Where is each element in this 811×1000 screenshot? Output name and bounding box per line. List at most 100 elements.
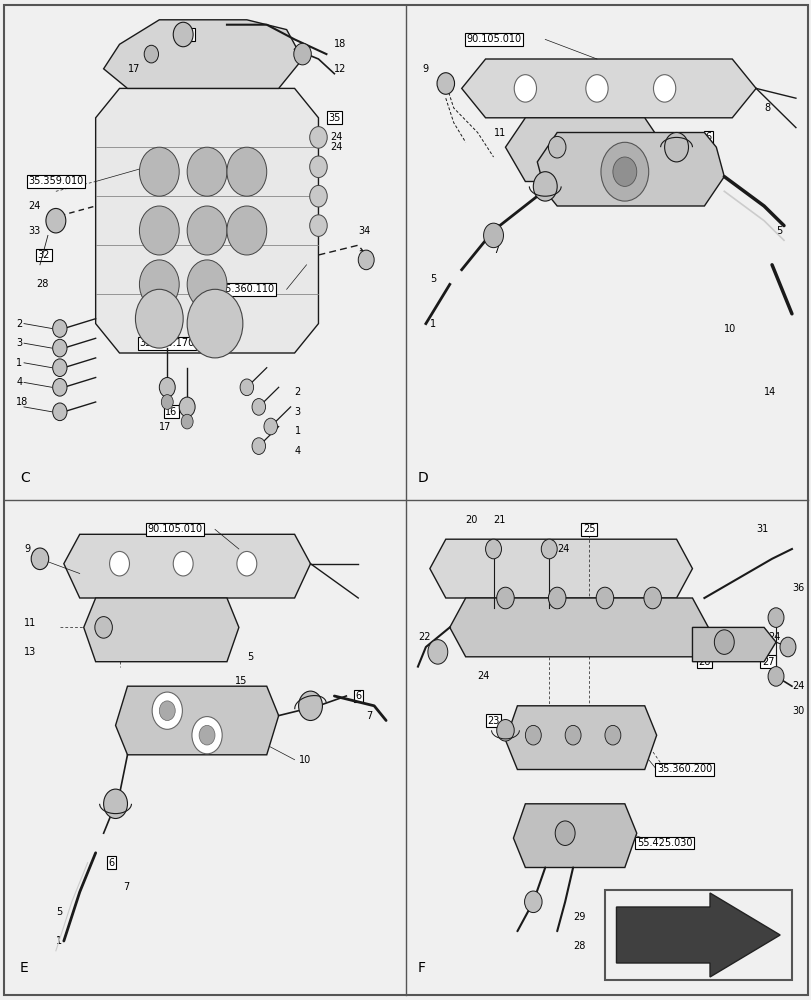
Circle shape bbox=[767, 667, 783, 686]
Circle shape bbox=[187, 147, 227, 196]
Circle shape bbox=[53, 339, 67, 357]
Text: 26: 26 bbox=[697, 657, 710, 667]
Circle shape bbox=[643, 587, 661, 609]
Text: 24: 24 bbox=[330, 132, 342, 142]
Circle shape bbox=[309, 185, 327, 207]
Text: 7: 7 bbox=[366, 711, 372, 721]
Text: 22: 22 bbox=[418, 632, 430, 642]
Text: 7: 7 bbox=[493, 245, 499, 255]
Text: 1: 1 bbox=[294, 426, 300, 436]
Text: 15: 15 bbox=[234, 676, 247, 686]
Circle shape bbox=[199, 725, 215, 745]
Circle shape bbox=[237, 551, 256, 576]
Polygon shape bbox=[84, 598, 238, 662]
Text: 1: 1 bbox=[429, 319, 436, 329]
Text: 6: 6 bbox=[109, 858, 114, 868]
Circle shape bbox=[240, 379, 253, 396]
Circle shape bbox=[513, 75, 536, 102]
Circle shape bbox=[31, 548, 49, 570]
Text: 4: 4 bbox=[294, 446, 300, 456]
Circle shape bbox=[144, 45, 158, 63]
Text: 30: 30 bbox=[791, 706, 803, 716]
Circle shape bbox=[251, 438, 265, 454]
Circle shape bbox=[585, 75, 607, 102]
Text: 2: 2 bbox=[294, 387, 300, 397]
Text: 34: 34 bbox=[358, 226, 370, 235]
Text: 10: 10 bbox=[723, 324, 736, 334]
Circle shape bbox=[298, 691, 322, 720]
Circle shape bbox=[161, 395, 173, 409]
Text: 4: 4 bbox=[16, 377, 22, 387]
Circle shape bbox=[139, 147, 179, 196]
Circle shape bbox=[152, 692, 182, 729]
Text: 3: 3 bbox=[294, 407, 300, 417]
Circle shape bbox=[714, 630, 733, 654]
Text: 9: 9 bbox=[422, 64, 427, 74]
Text: 1: 1 bbox=[16, 358, 22, 368]
Circle shape bbox=[179, 397, 195, 417]
Circle shape bbox=[663, 132, 688, 162]
Text: 31: 31 bbox=[755, 524, 767, 534]
Text: 16: 16 bbox=[165, 407, 177, 417]
Text: 7: 7 bbox=[123, 882, 130, 892]
Text: 24: 24 bbox=[477, 671, 489, 681]
Text: F: F bbox=[418, 961, 426, 975]
Polygon shape bbox=[504, 118, 663, 182]
Text: 1: 1 bbox=[56, 936, 62, 946]
Circle shape bbox=[159, 701, 175, 720]
Polygon shape bbox=[96, 88, 318, 353]
Text: 29: 29 bbox=[573, 912, 585, 922]
Text: 90.105.010: 90.105.010 bbox=[148, 524, 203, 534]
Circle shape bbox=[555, 821, 574, 845]
Text: 20: 20 bbox=[466, 515, 478, 525]
Text: 35: 35 bbox=[328, 113, 340, 123]
Circle shape bbox=[600, 142, 648, 201]
Circle shape bbox=[427, 640, 447, 664]
Text: 11: 11 bbox=[24, 617, 36, 628]
Circle shape bbox=[191, 717, 222, 754]
Polygon shape bbox=[513, 804, 636, 867]
Text: 6: 6 bbox=[705, 132, 710, 142]
Circle shape bbox=[496, 720, 513, 741]
Polygon shape bbox=[115, 686, 278, 755]
Circle shape bbox=[436, 73, 454, 94]
Text: 24: 24 bbox=[28, 201, 41, 211]
Circle shape bbox=[653, 75, 675, 102]
Circle shape bbox=[485, 539, 501, 559]
Text: 5: 5 bbox=[775, 226, 781, 235]
Circle shape bbox=[483, 223, 503, 248]
Text: C: C bbox=[20, 471, 30, 485]
Text: E: E bbox=[20, 961, 28, 975]
Circle shape bbox=[173, 551, 193, 576]
Text: 28: 28 bbox=[573, 941, 585, 951]
Text: 5: 5 bbox=[247, 652, 253, 662]
Text: 90.105.010: 90.105.010 bbox=[466, 34, 521, 44]
Circle shape bbox=[525, 725, 541, 745]
Text: 17: 17 bbox=[127, 64, 139, 74]
Text: 32: 32 bbox=[37, 250, 50, 260]
Circle shape bbox=[309, 156, 327, 178]
Polygon shape bbox=[692, 627, 775, 662]
Circle shape bbox=[104, 789, 127, 818]
Circle shape bbox=[173, 22, 193, 47]
Text: 35.360.170: 35.360.170 bbox=[139, 338, 195, 348]
Circle shape bbox=[53, 403, 67, 421]
Circle shape bbox=[595, 587, 613, 609]
Text: 13: 13 bbox=[24, 647, 36, 657]
Text: 8: 8 bbox=[763, 103, 770, 113]
Circle shape bbox=[109, 551, 129, 576]
Circle shape bbox=[226, 206, 266, 255]
Text: 23: 23 bbox=[487, 716, 499, 726]
Text: 6: 6 bbox=[354, 691, 361, 701]
Circle shape bbox=[264, 418, 277, 435]
Circle shape bbox=[533, 172, 556, 201]
Text: 10: 10 bbox=[298, 755, 311, 765]
Text: 17: 17 bbox=[159, 422, 171, 432]
Circle shape bbox=[46, 208, 66, 233]
Text: 11: 11 bbox=[493, 127, 505, 137]
Circle shape bbox=[139, 206, 179, 255]
Polygon shape bbox=[537, 132, 723, 206]
Text: 35.359.010: 35.359.010 bbox=[28, 176, 84, 186]
Circle shape bbox=[53, 359, 67, 377]
Text: 29: 29 bbox=[358, 250, 370, 260]
